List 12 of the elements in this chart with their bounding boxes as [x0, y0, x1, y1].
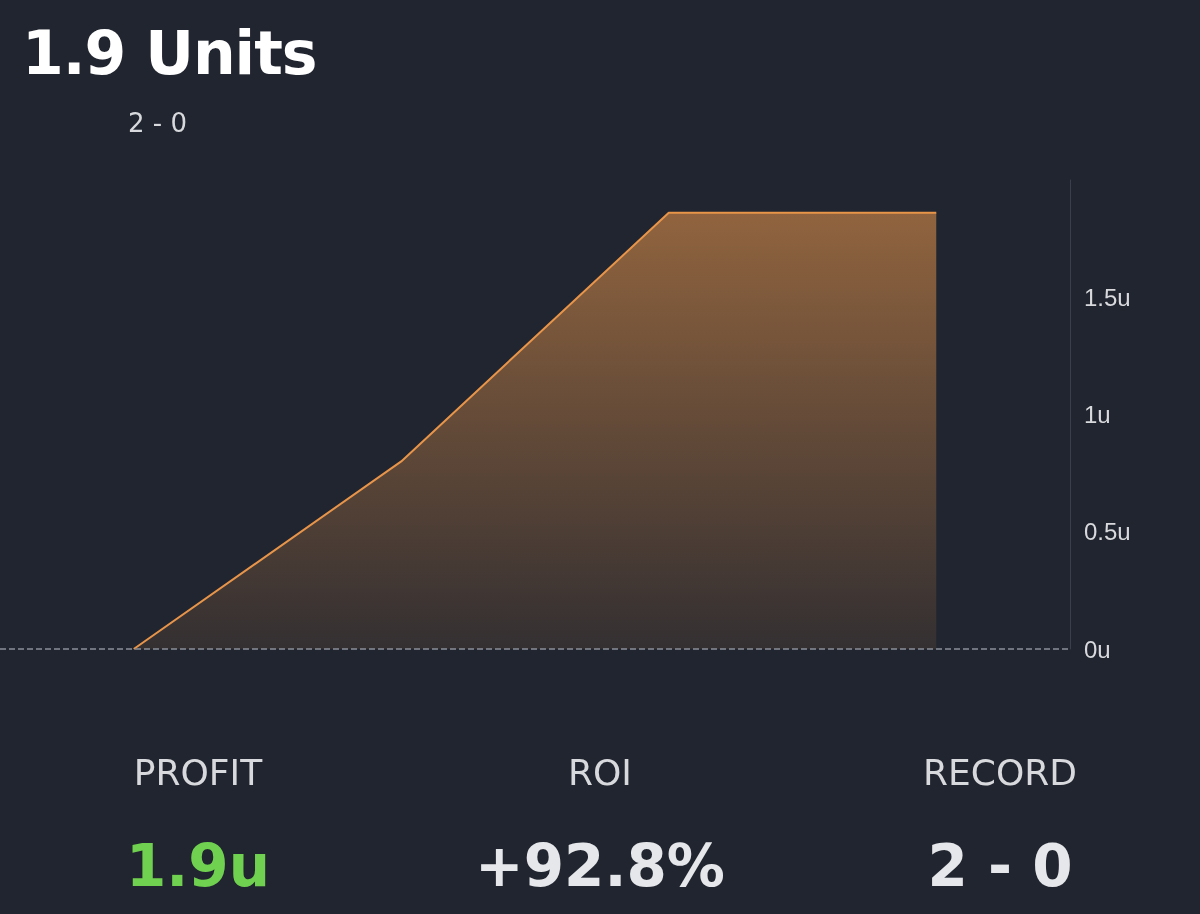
text: 2 - 0	[926, 832, 1074, 900]
chart-subtitle: 2 - 0	[128, 108, 187, 138]
text: ROI	[567, 752, 633, 793]
y-tick-label: 1u	[1084, 401, 1111, 428]
text: RECORD	[922, 752, 1078, 793]
y-tick-label: 1.5u	[1084, 283, 1131, 311]
text: +92.8%	[474, 832, 726, 900]
chart-title: 1.9 Units	[22, 18, 317, 88]
text: 1.9u	[124, 832, 271, 900]
y-tick-label: 0u	[1084, 635, 1111, 663]
text: PROFIT	[132, 752, 264, 793]
y-tick-label: 0.5u	[1084, 518, 1131, 546]
